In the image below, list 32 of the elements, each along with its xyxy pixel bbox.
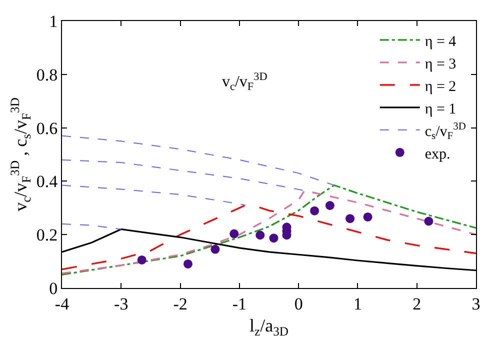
- line-series: [62, 159, 305, 192]
- y-tick-label: 0.8: [36, 65, 58, 84]
- point: [256, 230, 265, 240]
- x-tick-label: 0: [294, 294, 303, 314]
- y-tick-label: 1: [49, 12, 58, 31]
- line-series: [62, 184, 246, 206]
- x-tick-label: 3: [472, 294, 480, 314]
- x-tick-label: 2: [412, 294, 422, 314]
- point: [346, 214, 355, 224]
- legend-label: η = 1: [424, 101, 456, 118]
- legend-label: η = 2: [424, 78, 456, 95]
- line-series: [62, 135, 335, 186]
- point: [363, 212, 372, 222]
- x-tick-label: -1: [232, 294, 247, 314]
- point: [424, 216, 434, 226]
- point: [210, 244, 220, 254]
- x-axis-title: l$_{z}$/a$_{3D}$: [249, 316, 289, 338]
- y-tick-label: 0.2: [36, 226, 58, 245]
- legend-label: η = 4: [424, 34, 457, 50]
- legend-label: η = 3: [424, 56, 456, 72]
- point: [269, 234, 278, 243]
- point: [325, 201, 334, 210]
- x-tick-label: -3: [114, 294, 128, 314]
- legend-label: exp.: [424, 146, 450, 162]
- y-tick-label: 0.4: [36, 172, 58, 192]
- x-tick-label: -2: [173, 294, 188, 314]
- x-tick-label: 1: [353, 294, 362, 314]
- point: [137, 255, 146, 264]
- y-tick-label: 0.6: [36, 118, 58, 138]
- point: [183, 259, 192, 268]
- point: [230, 229, 239, 238]
- point: [310, 206, 320, 216]
